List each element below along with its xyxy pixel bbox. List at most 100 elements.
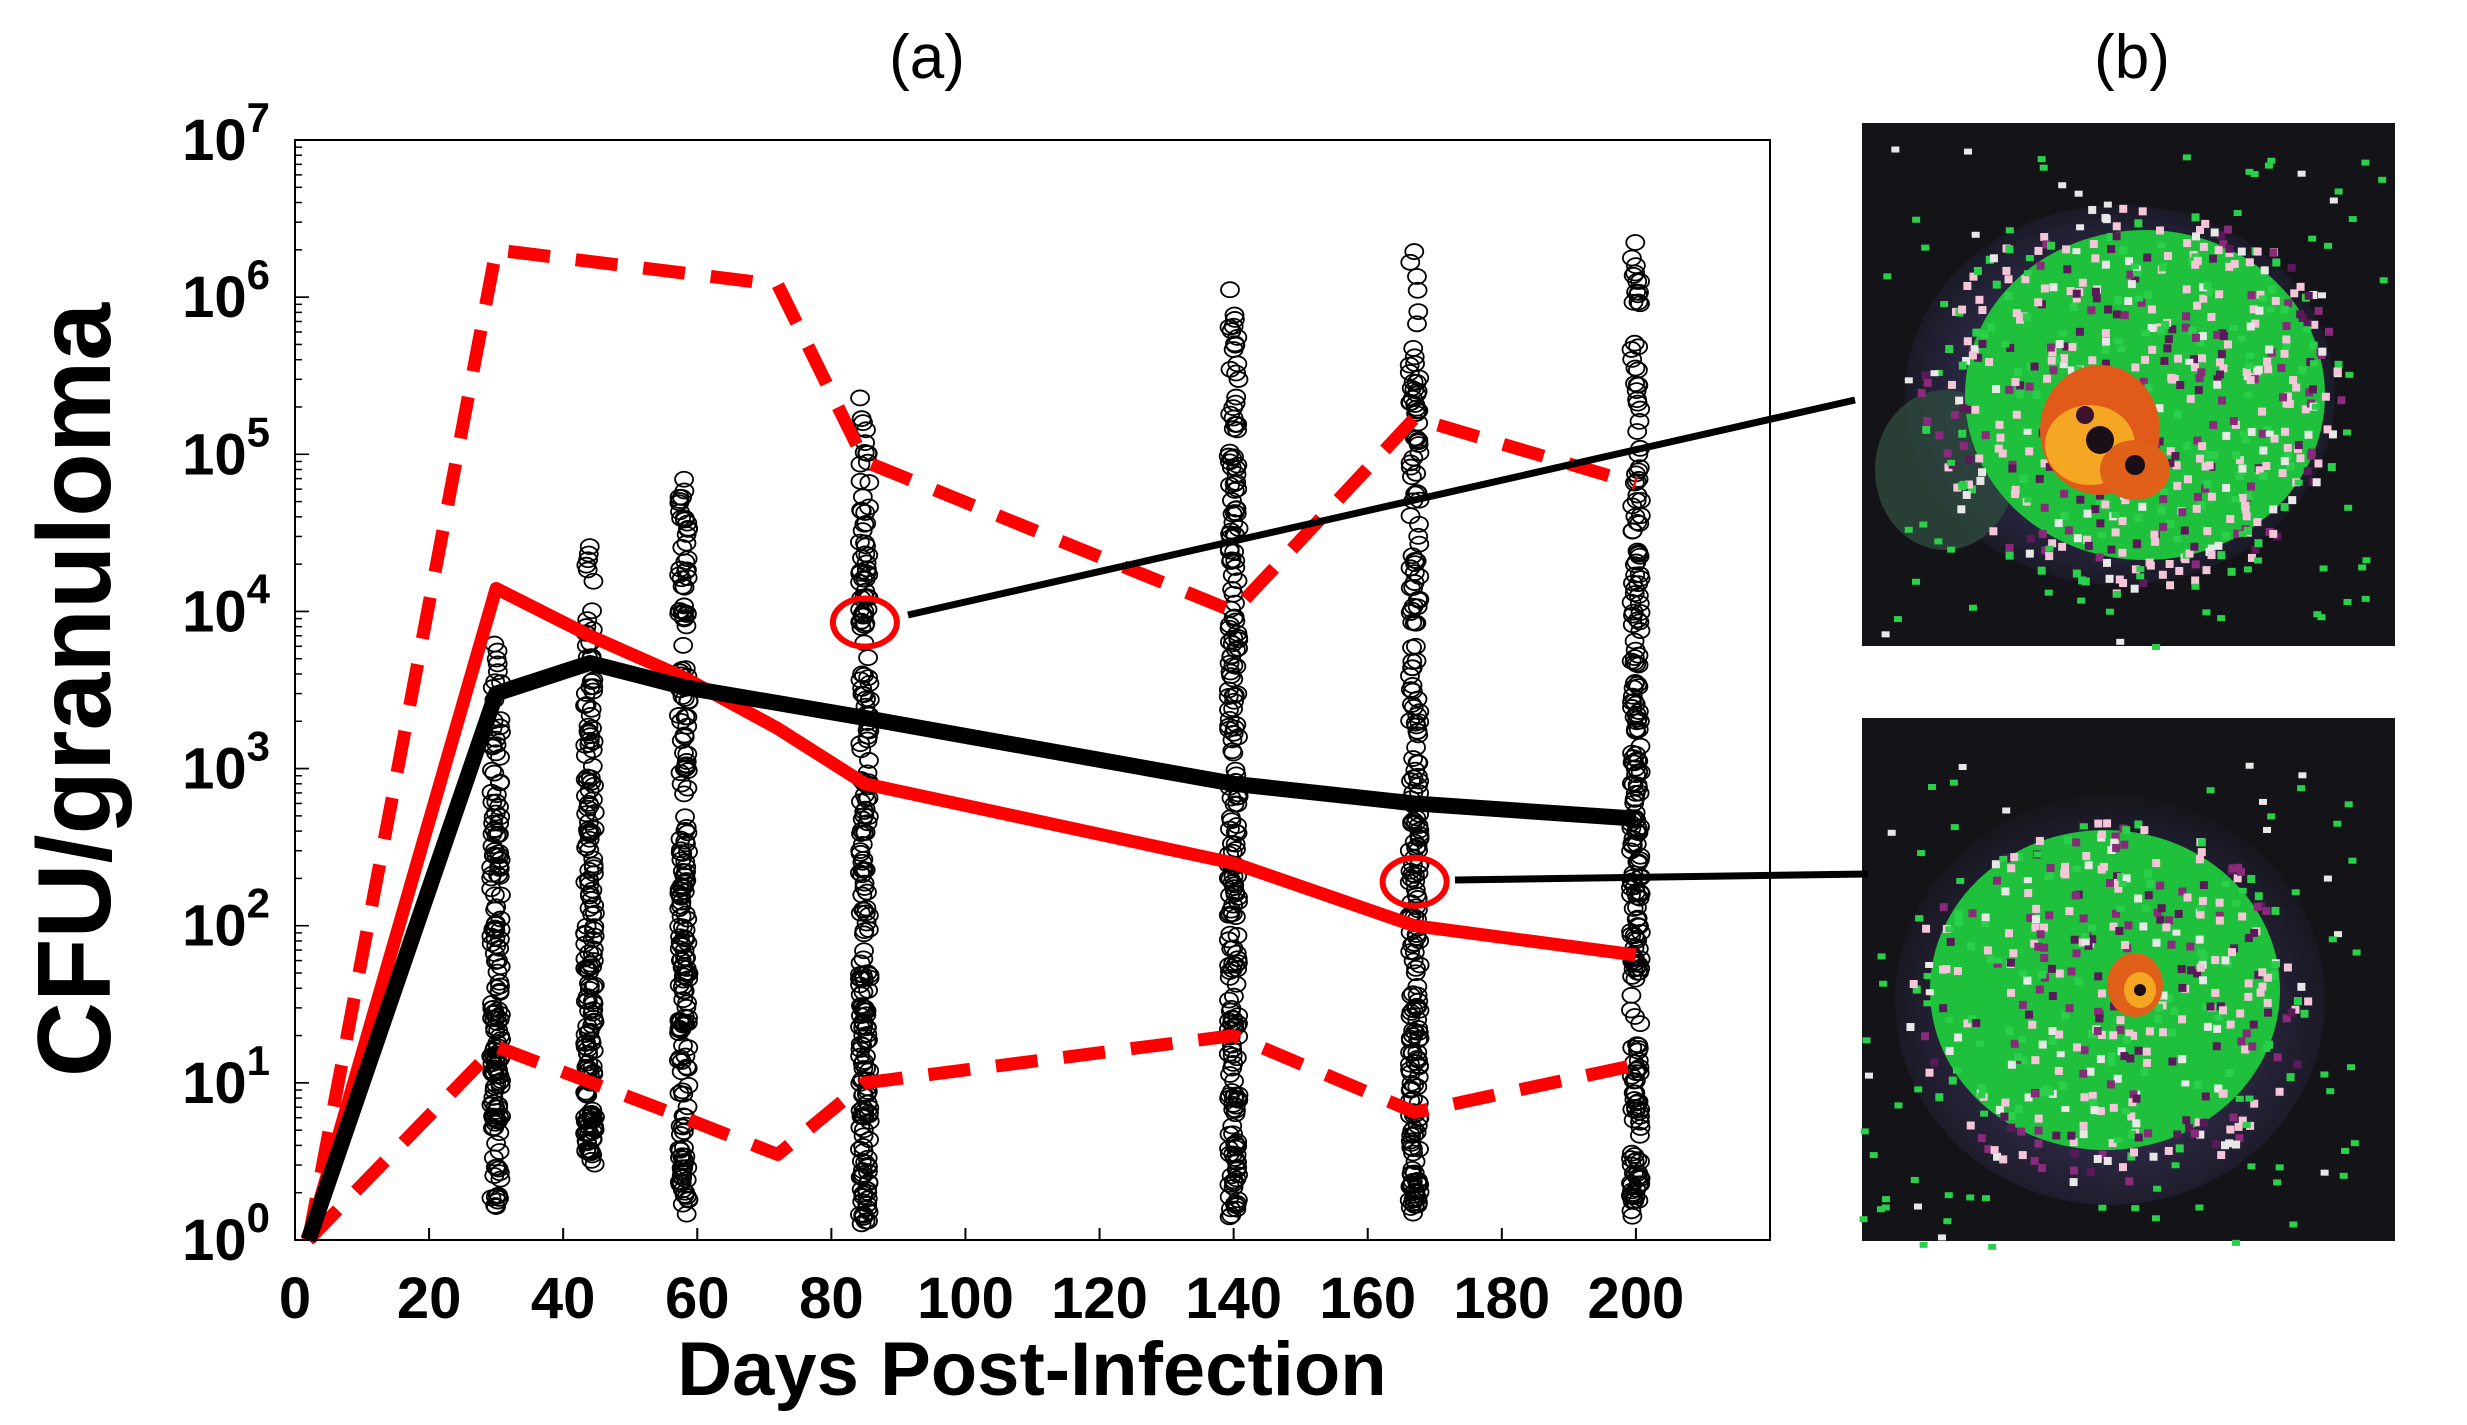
scatter-point (852, 861, 873, 879)
scatter-point (1227, 685, 1248, 703)
scatter-point (1623, 606, 1643, 624)
scatter-point (674, 1186, 695, 1204)
scatter-point (1223, 399, 1244, 417)
series-line (303, 1029, 1638, 1245)
scatter-point (853, 970, 874, 988)
scatter-point (584, 927, 605, 945)
scatter-point (576, 805, 597, 823)
scatter-point (676, 1205, 697, 1223)
scatter-point (583, 921, 604, 939)
scatter-point (1401, 772, 1421, 790)
scatter-point (1623, 293, 1644, 311)
scatter-point (671, 888, 692, 906)
scatter-point (677, 824, 698, 842)
scatter-point (858, 906, 879, 924)
scatter-point (853, 1185, 874, 1203)
scatter-point (1402, 653, 1423, 670)
scatter-point (669, 1013, 690, 1031)
scatter-point (488, 1160, 509, 1178)
scatter-point (1628, 763, 1649, 781)
scatter-point (856, 690, 876, 708)
scatter-point (1226, 388, 1247, 406)
scatter-point (584, 804, 605, 821)
scatter-point (673, 636, 694, 654)
scatter-point (850, 389, 870, 407)
scatter-point (1220, 360, 1241, 378)
scatter-point (1223, 1054, 1244, 1072)
y-tick-label: 107 (182, 94, 270, 173)
series-lines (300, 243, 1638, 1245)
scatter-point (1622, 497, 1643, 515)
scatter-point (1404, 943, 1425, 961)
scatter-point (1623, 1084, 1644, 1102)
scatter-point (1409, 956, 1430, 974)
x-axis-label: Days Post-Infection (677, 1327, 1386, 1412)
scatter-point (578, 821, 598, 839)
scatter-point (1224, 481, 1245, 499)
scatter-point (1404, 574, 1425, 591)
scatter-point (1224, 306, 1245, 324)
x-tick-label: 0 (279, 1266, 311, 1331)
scatter-point (583, 859, 604, 877)
plot-frame (294, 139, 1771, 1241)
scatter-point (1628, 854, 1649, 872)
scatter-point (1409, 830, 1430, 848)
scatter-point (852, 488, 873, 506)
scatter-point (579, 876, 600, 893)
scatter-point (582, 602, 602, 620)
scatter-point (677, 561, 697, 579)
scatter-point (1408, 754, 1429, 772)
scatter-point (673, 918, 693, 936)
scatter-point (1401, 987, 1422, 1005)
scatter-point (1226, 716, 1247, 733)
scatter-point (852, 1036, 873, 1054)
scatter-point (581, 673, 602, 690)
scatter-point (1407, 268, 1427, 285)
scatter-point (1624, 585, 1645, 603)
scatter-point (854, 617, 875, 634)
scatter-point (1401, 1134, 1422, 1152)
scatter-point (582, 930, 603, 948)
scatter-point (1223, 629, 1244, 647)
scatter-point (579, 823, 600, 841)
scatter-point (856, 791, 877, 808)
scatter-point (1625, 234, 1646, 251)
scatter-point (859, 474, 880, 491)
scatter-point (1624, 927, 1645, 945)
scatter-point (852, 605, 873, 623)
scatter-point (488, 952, 508, 970)
scatter-point (1223, 744, 1244, 762)
scatter-point (485, 1158, 506, 1176)
scatter-point (677, 934, 698, 952)
scatter-point (1630, 1126, 1650, 1144)
scatter-point (1628, 1164, 1649, 1182)
scatter-point (1219, 654, 1240, 672)
scatter-point (1624, 754, 1645, 772)
scatter-point (1630, 622, 1651, 639)
scatter-point (1403, 750, 1424, 767)
series-line (300, 654, 1637, 1243)
scatter-point (1222, 961, 1243, 978)
scatter-point (677, 994, 697, 1012)
scatter-point (1403, 373, 1424, 391)
scatter-point (1223, 955, 1244, 973)
scatter-point (1219, 1208, 1240, 1226)
scatter-point (1402, 677, 1423, 694)
scatter-point (854, 515, 875, 533)
scatter-point (1621, 774, 1642, 792)
scatter-point (857, 1094, 878, 1112)
scatter-point (487, 642, 508, 660)
scatter-point (1628, 721, 1649, 738)
scatter-point (1403, 1022, 1424, 1039)
scatter-point (1630, 1015, 1651, 1033)
scatter-point (1404, 243, 1425, 260)
scatter-point (577, 1134, 598, 1152)
scatter-point (1223, 724, 1244, 742)
scatter-point (853, 1060, 874, 1077)
scatter-point (673, 1150, 694, 1168)
scatter-point (1402, 865, 1423, 883)
scatter-point (579, 538, 600, 556)
scatter-point (579, 974, 599, 992)
scatter-point (1408, 1068, 1429, 1086)
